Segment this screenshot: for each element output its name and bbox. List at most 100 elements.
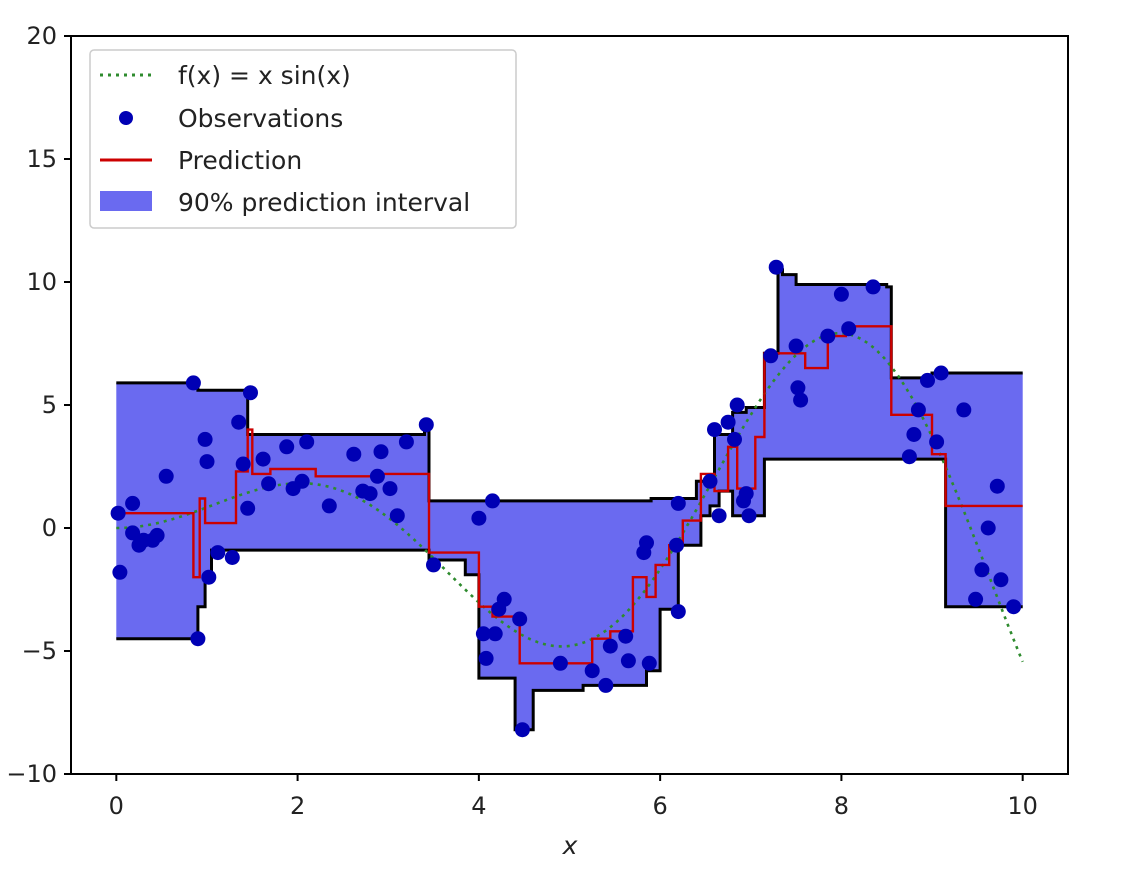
observation-point xyxy=(235,456,251,472)
legend-interval-swatch xyxy=(100,191,152,211)
axes-layer: 0 2 4 6 8 10 −10 −5 0 5 10 15 20 xyxy=(6,22,1038,820)
y-tick-label: 20 xyxy=(26,22,57,50)
observation-point xyxy=(584,663,600,679)
observation-point xyxy=(788,338,804,354)
observation-point xyxy=(929,434,945,450)
x-tick-label: 6 xyxy=(652,792,667,820)
observation-point xyxy=(865,279,881,295)
observation-point xyxy=(471,510,487,526)
observation-point xyxy=(933,365,949,381)
legend-observations-marker xyxy=(119,111,133,125)
observation-point xyxy=(112,564,128,580)
observation-point xyxy=(369,468,385,484)
x-axis-label: x xyxy=(562,831,578,860)
observation-point xyxy=(620,653,636,669)
observation-point xyxy=(158,468,174,484)
observation-point xyxy=(833,286,849,302)
plot-layer xyxy=(110,259,1024,738)
observation-point xyxy=(768,259,784,275)
observation-point xyxy=(993,572,1009,588)
observation-point xyxy=(956,402,972,418)
legend: f(x) = x sin(x) Observations Prediction … xyxy=(89,49,517,229)
observation-point xyxy=(426,557,441,573)
observation-point xyxy=(618,628,634,644)
observation-point xyxy=(362,486,378,502)
observation-point xyxy=(190,631,206,647)
observation-point xyxy=(841,321,857,337)
observation-point xyxy=(485,493,500,509)
observation-point xyxy=(901,449,917,465)
observation-point xyxy=(389,508,405,524)
observation-point xyxy=(968,591,984,607)
observation-point xyxy=(243,385,258,401)
y-tick-label: 0 xyxy=(42,514,57,542)
observation-point xyxy=(487,626,503,642)
observation-point xyxy=(231,414,247,430)
observation-point xyxy=(598,677,614,693)
observation-point xyxy=(279,439,295,455)
observation-point xyxy=(720,414,736,430)
observation-point xyxy=(670,495,686,511)
observation-point xyxy=(321,498,337,514)
legend-function-label: f(x) = x sin(x) xyxy=(178,61,351,90)
observation-point xyxy=(294,473,310,489)
observation-point xyxy=(149,527,165,543)
observation-point xyxy=(125,525,141,541)
observation-point xyxy=(906,427,922,442)
observation-point xyxy=(641,655,657,671)
y-tick-label: 5 xyxy=(42,391,57,419)
y-tick-label: −5 xyxy=(22,637,57,665)
observation-point xyxy=(639,535,654,551)
observation-point xyxy=(299,434,315,450)
observation-point xyxy=(346,446,362,462)
observation-point xyxy=(496,591,512,607)
observation-point xyxy=(707,422,722,438)
observation-point xyxy=(738,486,754,502)
observation-point xyxy=(920,372,935,388)
observation-point xyxy=(261,476,277,492)
observation-point xyxy=(514,722,530,738)
x-tick-label: 2 xyxy=(290,792,305,820)
y-tick-label: 15 xyxy=(26,145,57,173)
prediction-line xyxy=(116,325,1023,665)
interval-lower-edge xyxy=(116,457,1023,732)
observation-point xyxy=(201,569,217,585)
observation-point xyxy=(398,434,414,450)
function-curve xyxy=(116,331,1024,663)
legend-prediction-label: Prediction xyxy=(178,146,302,175)
observation-point xyxy=(512,611,528,627)
observation-point xyxy=(793,392,809,408)
observation-point xyxy=(197,431,213,447)
observation-point xyxy=(1006,599,1022,615)
observation-point xyxy=(255,451,271,467)
observation-point xyxy=(727,431,742,447)
observation-point xyxy=(418,417,434,433)
observation-point xyxy=(552,655,568,671)
observation-point xyxy=(210,545,226,561)
observation-point xyxy=(910,402,926,418)
observation-point xyxy=(670,604,686,620)
observation-point xyxy=(110,505,126,521)
observation-point xyxy=(763,348,779,364)
observation-point xyxy=(475,626,491,642)
x-tick-label: 8 xyxy=(834,792,849,820)
y-tick-label: −10 xyxy=(6,760,57,788)
legend-box xyxy=(89,49,517,229)
observation-point xyxy=(125,495,141,511)
observation-point xyxy=(199,454,215,470)
observation-point xyxy=(729,397,745,413)
legend-interval-label: 90% prediction interval xyxy=(178,188,470,217)
observation-point xyxy=(820,328,836,344)
observation-point xyxy=(790,380,806,396)
x-tick-label: 10 xyxy=(1007,792,1038,820)
y-tick-label: 10 xyxy=(26,268,57,296)
observation-point xyxy=(224,550,240,565)
observation-point xyxy=(711,508,727,524)
observation-point xyxy=(974,562,990,578)
observation-point xyxy=(741,508,757,524)
interval-upper-edge xyxy=(116,268,1023,503)
observation-point xyxy=(980,520,996,536)
observation-point xyxy=(669,537,684,553)
observation-point xyxy=(185,375,201,391)
observation-point xyxy=(602,638,618,654)
